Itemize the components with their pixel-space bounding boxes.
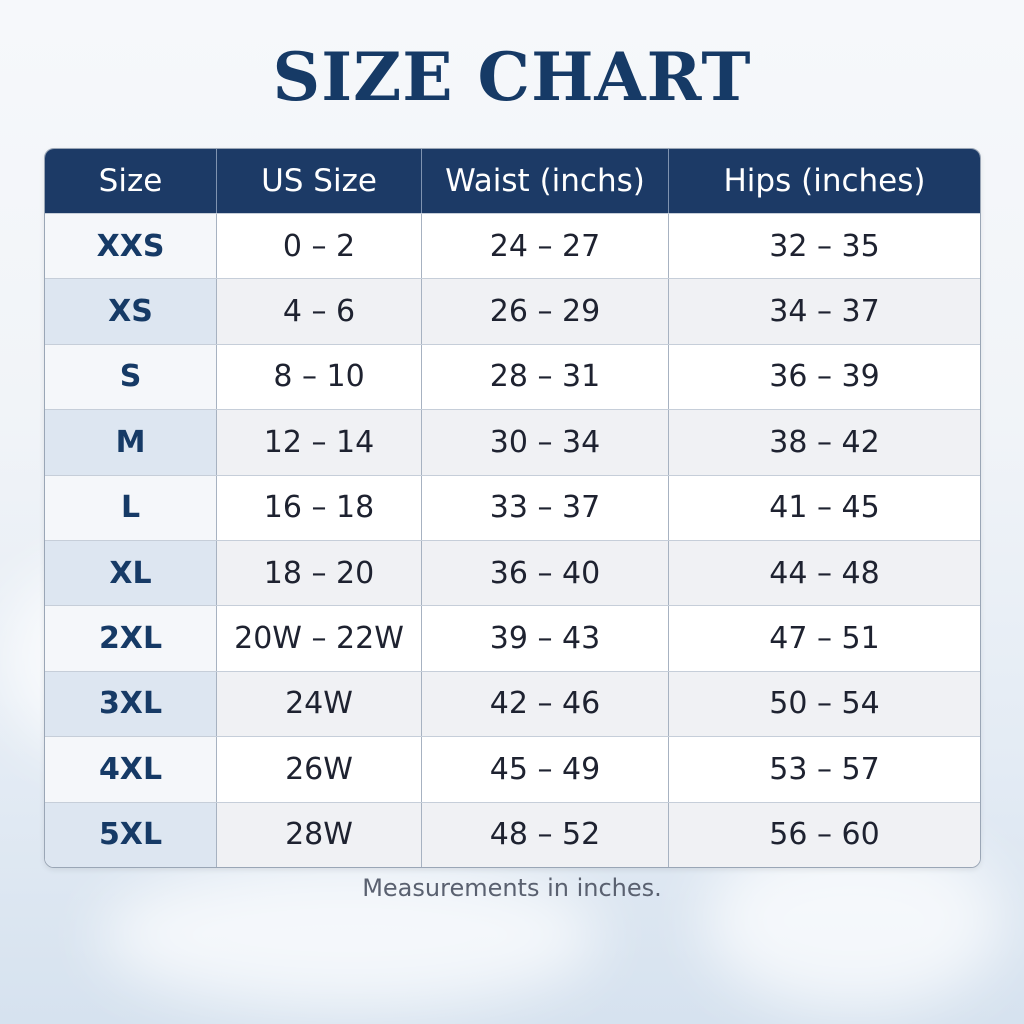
table-row: L 16 – 18 33 – 37 41 – 45 — [45, 474, 980, 540]
table-row: 3XL 24W 42 – 46 50 – 54 — [45, 670, 980, 737]
cell-waist: 33 – 37 — [421, 475, 668, 540]
cell-size: 4XL — [45, 737, 216, 802]
cell-us-size: 26W — [216, 737, 421, 802]
cell-us-size: 18 – 20 — [216, 540, 421, 606]
cell-size: L — [45, 475, 216, 540]
table-row: XXS 0 – 2 24 – 27 32 – 35 — [45, 213, 980, 279]
cell-waist: 48 – 52 — [421, 802, 668, 867]
cell-hips: 34 – 37 — [668, 279, 980, 344]
header-hips: Hips (inches) — [668, 149, 980, 213]
cell-size: S — [45, 344, 216, 410]
cell-size: 5XL — [45, 802, 216, 867]
header-size: Size — [98, 163, 163, 199]
header-waist: Waist (inchs) — [421, 149, 668, 213]
table-row: 4XL 26W 45 – 49 53 – 57 — [45, 736, 980, 802]
cell-us-size: 20W – 22W — [216, 606, 421, 671]
table-row: M 12 – 14 30 – 34 38 – 42 — [45, 409, 980, 475]
cell-waist: 36 – 40 — [421, 540, 668, 606]
header-us-size: US Size — [216, 149, 421, 213]
cell-hips: 47 – 51 — [668, 606, 980, 671]
table-row: XS 4 – 6 26 – 29 34 – 37 — [45, 278, 980, 344]
cell-hips: 36 – 39 — [668, 344, 980, 410]
cell-us-size: 0 – 2 — [216, 214, 421, 279]
cell-us-size: 24W — [216, 671, 421, 737]
footnote: Measurements in inches. — [362, 874, 662, 902]
cell-hips: 44 – 48 — [668, 540, 980, 606]
cell-size: 2XL — [45, 606, 216, 671]
cell-us-size: 4 – 6 — [216, 279, 421, 344]
cell-hips: 56 – 60 — [668, 802, 980, 867]
cell-hips: 50 – 54 — [668, 671, 980, 737]
cell-waist: 42 – 46 — [421, 671, 668, 737]
cell-waist: 24 – 27 — [421, 214, 668, 279]
cell-us-size: 8 – 10 — [216, 344, 421, 410]
cell-us-size: 16 – 18 — [216, 475, 421, 540]
cell-waist: 39 – 43 — [421, 606, 668, 671]
cell-hips: 41 – 45 — [668, 475, 980, 540]
cell-us-size: 28W — [216, 802, 421, 867]
cell-size: XL — [45, 540, 216, 606]
cell-waist: 45 – 49 — [421, 737, 668, 802]
table-header-row: Size US Size Waist (inchs) Hips (inches) — [45, 149, 980, 213]
page-title: SIZE CHART — [272, 38, 752, 116]
cloud — [100, 860, 600, 1010]
cell-waist: 26 – 29 — [421, 279, 668, 344]
cell-size: 3XL — [45, 671, 216, 737]
cell-size: M — [45, 410, 216, 475]
table-row: 2XL 20W – 22W 39 – 43 47 – 51 — [45, 605, 980, 671]
cell-us-size: 12 – 14 — [216, 410, 421, 475]
cell-hips: 32 – 35 — [668, 214, 980, 279]
size-table: Size US Size Waist (inchs) Hips (inches)… — [44, 148, 981, 868]
table-row: 5XL 28W 48 – 52 56 – 60 — [45, 801, 980, 867]
table-row: XL 18 – 20 36 – 40 44 – 48 — [45, 539, 980, 606]
cell-hips: 53 – 57 — [668, 737, 980, 802]
cell-size: XXS — [45, 214, 216, 279]
cell-waist: 30 – 34 — [421, 410, 668, 475]
cell-hips: 38 – 42 — [668, 410, 980, 475]
cell-size: XS — [45, 279, 216, 344]
cell-waist: 28 – 31 — [421, 344, 668, 410]
